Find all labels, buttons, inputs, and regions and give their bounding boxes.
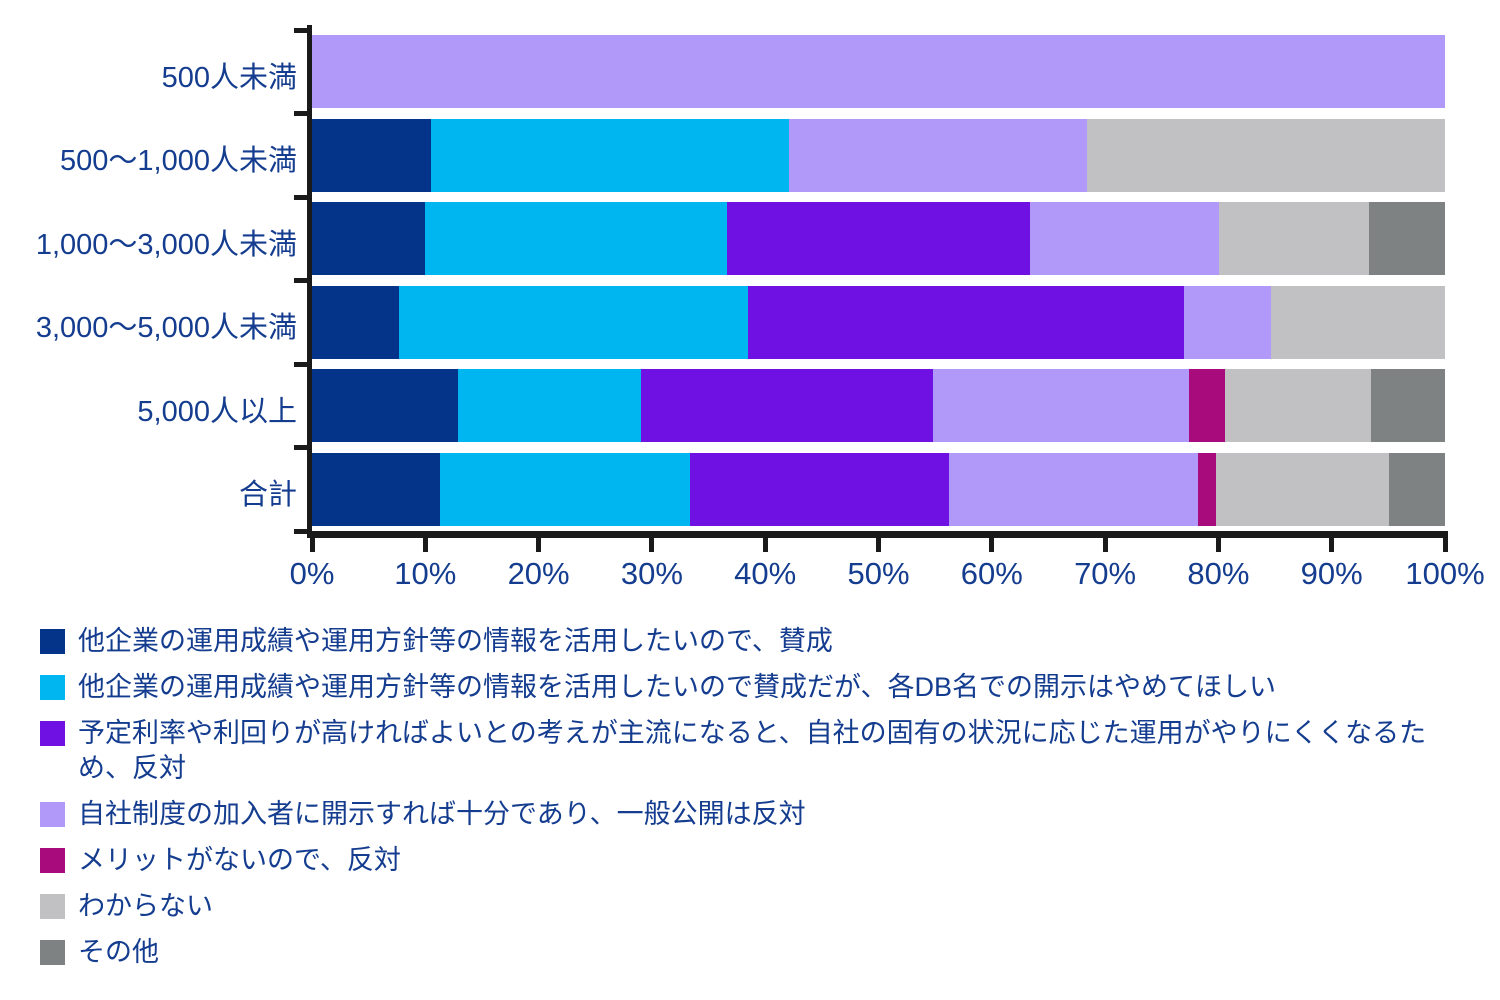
x-axis-tick-label: 40%: [734, 556, 797, 591]
bar-segment-series-1: [312, 118, 431, 192]
legend-label: 予定利率や利回りが高ければよいとの考えが主流になると、自社の固有の状況に応じた運…: [78, 718, 1427, 783]
x-axis-tick-label: 70%: [1074, 556, 1137, 591]
x-axis-tick-label: 50%: [847, 556, 910, 591]
bar-segment-series-7: [1389, 452, 1445, 526]
x-axis-tick: [536, 538, 542, 552]
x-axis-tick-label: 100%: [1405, 556, 1485, 591]
x-axis-tick: [649, 538, 655, 552]
legend-item: 他企業の運用成績や運用方針等の情報を活用したいので、賛成: [40, 624, 1440, 659]
x-axis-tick-label: 30%: [620, 556, 683, 591]
bar-row: [312, 35, 1445, 109]
legend-swatch-icon: [40, 675, 65, 700]
x-axis-tick: [309, 538, 315, 552]
bar-segment-series-3: [640, 369, 933, 443]
legend-label: その他: [78, 937, 159, 967]
legend-swatch-icon: [40, 721, 65, 746]
legend-item: 自社制度の加入者に開示すれば十分であり、一般公開は反対: [40, 797, 1440, 832]
x-axis-tick: [762, 538, 768, 552]
bar-segment-series-4: [932, 369, 1189, 443]
bar-segment-series-7: [1369, 202, 1445, 276]
legend-swatch-icon: [40, 894, 65, 919]
legend-item: メリットがないので、反対: [40, 843, 1440, 878]
x-axis-tick-label: 10%: [394, 556, 457, 591]
x-axis-tick-label: 60%: [960, 556, 1023, 591]
category-label: 500〜1,000人未満: [60, 145, 297, 178]
x-axis-tick-label: 0%: [289, 556, 335, 591]
legend-swatch-icon: [40, 848, 65, 873]
bar-row: [312, 202, 1445, 276]
bar-segment-series-2: [399, 285, 748, 359]
bar-segment-series-6: [1086, 118, 1445, 192]
x-axis-tick: [1102, 538, 1108, 552]
legend-swatch-icon: [40, 802, 65, 827]
bar-segment-series-6: [1218, 202, 1370, 276]
category-label: 500人未満: [161, 61, 297, 94]
bar-segment-series-2: [458, 369, 641, 443]
x-axis-tick-label: 80%: [1187, 556, 1250, 591]
bar-segment-series-6: [1216, 452, 1390, 526]
legend-item: その他: [40, 935, 1440, 970]
bar-row: [312, 452, 1445, 526]
bar-segment-series-6: [1270, 285, 1445, 359]
bar-segment-series-6: [1225, 369, 1372, 443]
bar-row: [312, 369, 1445, 443]
legend-item: 予定利率や利回りが高ければよいとの考えが主流になると、自社の固有の状況に応じた運…: [40, 716, 1440, 786]
legend-label: 自社制度の加入者に開示すれば十分であり、一般公開は反対: [78, 799, 806, 829]
x-axis-tick-label: 90%: [1300, 556, 1363, 591]
bar-segment-series-3: [727, 202, 1030, 276]
x-axis-tick: [876, 538, 881, 552]
y-axis-tick: [294, 445, 307, 450]
legend-label: 他企業の運用成績や運用方針等の情報を活用したいので賛成だが、各DB名での開示はや…: [78, 672, 1276, 702]
bar-segment-series-1: [312, 452, 441, 526]
legend-label: 他企業の運用成績や運用方針等の情報を活用したいので、賛成: [78, 626, 833, 656]
category-label: 3,000〜5,000人未満: [35, 312, 297, 345]
legend-item: 他企業の運用成績や運用方針等の情報を活用したいので賛成だが、各DB名での開示はや…: [40, 670, 1440, 705]
y-axis-tick: [294, 111, 307, 116]
y-axis-tick: [294, 27, 307, 33]
legend-swatch-icon: [40, 629, 65, 654]
x-axis-tick: [1442, 538, 1448, 552]
category-label: 1,000〜3,000人未満: [35, 228, 297, 261]
bar-segment-series-4: [1183, 285, 1271, 359]
x-axis-tick: [989, 538, 995, 552]
bar-segment-series-3: [747, 285, 1184, 359]
bar-row: [312, 285, 1445, 359]
y-axis-line: [307, 25, 312, 538]
bar-segment-series-2: [430, 118, 789, 192]
x-axis-tick: [422, 538, 428, 552]
y-axis-tick: [294, 528, 307, 534]
bar-row: [312, 118, 1445, 192]
bar-segment-series-1: [312, 202, 426, 276]
y-axis-tick: [294, 361, 307, 367]
x-axis-line: [307, 531, 1448, 538]
x-axis-tick: [1329, 538, 1335, 552]
bar-segment-series-4: [948, 452, 1198, 526]
bar-segment-series-5: [1197, 452, 1217, 526]
bar-segment-series-2: [440, 452, 691, 526]
bar-segment-series-2: [425, 202, 728, 276]
legend-label: メリットがないので、反対: [78, 845, 401, 875]
legend: 他企業の運用成績や運用方針等の情報を活用したいので、賛成他企業の運用成績や運用方…: [40, 624, 1440, 981]
x-axis-tick-label: 20%: [507, 556, 570, 591]
bar-segment-series-7: [1371, 369, 1445, 443]
bar-segment-series-3: [690, 452, 949, 526]
bar-segment-series-4: [1029, 202, 1219, 276]
y-axis-tick: [294, 194, 307, 200]
bar-segment-series-1: [312, 369, 459, 443]
bar-segment-series-1: [312, 285, 400, 359]
legend-item: わからない: [40, 889, 1440, 924]
x-axis-tick: [1215, 538, 1221, 552]
bar-segment-series-5: [1188, 369, 1226, 443]
legend-label: わからない: [78, 891, 213, 921]
category-label: 合計: [238, 479, 297, 512]
y-axis-tick: [294, 278, 307, 283]
legend-swatch-icon: [40, 940, 65, 965]
bar-segment-series-4: [788, 118, 1087, 192]
category-label: 5,000人以上: [137, 395, 297, 428]
bar-segment-series-4: [312, 35, 1445, 109]
